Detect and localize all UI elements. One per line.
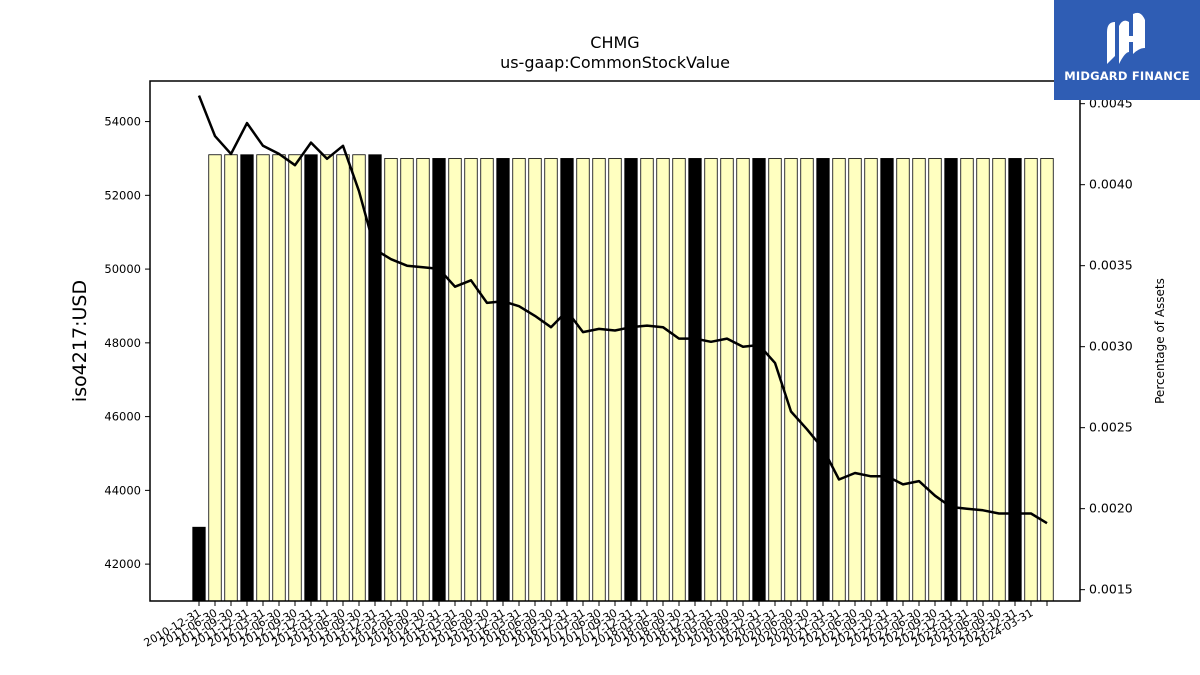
bar <box>480 158 494 602</box>
bar <box>608 158 622 602</box>
bar <box>800 158 814 602</box>
bar <box>720 158 734 602</box>
bar <box>592 158 606 602</box>
midgard-mark-icon <box>1107 12 1145 65</box>
bar <box>704 158 718 602</box>
bar <box>528 158 542 602</box>
bar <box>944 158 958 602</box>
bar <box>512 158 526 602</box>
bar <box>464 158 478 602</box>
y-tick-label: 46000 <box>104 410 141 424</box>
bar <box>304 154 318 602</box>
bar <box>976 158 990 602</box>
chart-title: CHMG <box>590 33 639 52</box>
bar <box>384 158 398 602</box>
bar <box>672 158 686 602</box>
y2-tick-label: 0.0030 <box>1089 339 1133 354</box>
y2-tick-label: 0.0035 <box>1089 258 1133 273</box>
bar <box>896 158 910 602</box>
bar <box>880 158 894 602</box>
y-tick-label: 52000 <box>104 188 141 202</box>
bar <box>656 158 670 602</box>
bar <box>864 158 878 602</box>
right-axis: 0.00150.00200.00250.00300.00350.00400.00… <box>1080 96 1133 597</box>
brand-logo: MIDGARD FINANCE <box>1054 0 1200 100</box>
y-axis-label: iso4217:USD <box>69 280 91 402</box>
bar-series <box>192 154 1054 602</box>
bar <box>368 154 382 602</box>
percentage-line <box>197 95 1048 525</box>
bar <box>1040 158 1054 602</box>
bar <box>752 158 766 602</box>
bar <box>736 158 750 602</box>
bar <box>928 158 942 602</box>
bar <box>688 158 702 602</box>
y2-axis-label: Percentage of Assets <box>1153 278 1167 404</box>
bar <box>224 154 238 602</box>
bar <box>288 154 302 602</box>
bar <box>272 154 286 602</box>
y2-tick-label: 0.0040 <box>1089 177 1133 192</box>
bar <box>832 158 846 602</box>
bar <box>784 158 798 602</box>
bar <box>544 158 558 602</box>
y2-tick-label: 0.0015 <box>1089 582 1133 597</box>
bar <box>320 154 334 602</box>
logo-text: MIDGARD FINANCE <box>1064 69 1190 83</box>
left-axis: 42000 44000 46000 48000 50000 52000 54000 <box>104 115 150 571</box>
bar <box>496 158 510 602</box>
bar <box>400 158 414 602</box>
bar <box>432 158 446 602</box>
bar <box>352 154 366 602</box>
bar <box>1024 158 1038 602</box>
y-tick-label: 42000 <box>104 557 141 571</box>
y-tick-label: 54000 <box>104 115 141 129</box>
bar <box>848 158 862 602</box>
bar <box>560 158 574 602</box>
bar <box>960 158 974 602</box>
bar <box>992 158 1006 602</box>
y-tick-label: 48000 <box>104 336 141 350</box>
chart-subtitle: us-gaap:CommonStockValue <box>500 53 730 72</box>
bar <box>416 158 430 602</box>
y-tick-label: 44000 <box>104 483 141 497</box>
bar <box>192 526 206 602</box>
bar <box>640 158 654 602</box>
bar <box>256 154 270 602</box>
bar <box>336 154 350 602</box>
line-series <box>197 95 1048 525</box>
bar <box>624 158 638 602</box>
y2-tick-label: 0.0020 <box>1089 501 1133 516</box>
y-tick-label: 50000 <box>104 262 141 276</box>
bar <box>1008 158 1022 602</box>
bar <box>576 158 590 602</box>
bar <box>240 154 254 602</box>
bar <box>448 158 462 602</box>
bar <box>208 154 222 602</box>
bar <box>912 158 926 602</box>
x-axis: 2010-12-312011-06-302011-09-302011-12-31… <box>142 601 1048 650</box>
bar <box>816 158 830 602</box>
y2-tick-label: 0.0025 <box>1089 420 1133 435</box>
